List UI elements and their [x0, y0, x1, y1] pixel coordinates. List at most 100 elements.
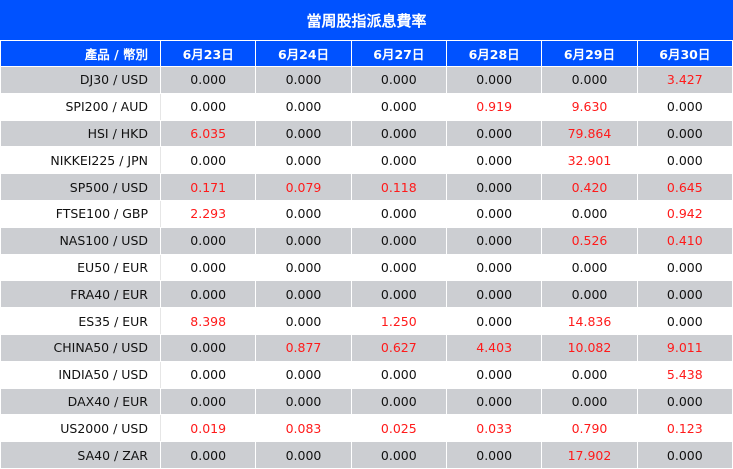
rate-cell: 0.000: [255, 280, 352, 309]
rate-cell: 0.123: [636, 414, 733, 443]
rate-cell: 17.902: [541, 441, 638, 469]
rate-cell: 0.627: [350, 333, 447, 362]
rate-cell: 0.000: [541, 199, 638, 228]
rate-cell: 0.000: [159, 146, 257, 175]
rate-cell: 14.836: [541, 307, 638, 335]
rate-cell: 0.000: [445, 226, 543, 255]
table-row: SP500 / USD 0.171 0.079 0.118 0.000 0.420 0.64…: [0, 173, 733, 201]
column-header-date: 6月30日: [636, 40, 733, 67]
rate-cell: 0.000: [445, 119, 543, 148]
column-header-date: 6月29日: [541, 40, 638, 67]
table-row: CHINA50 / USD 0.000 0.877 0.627 4.403 10.082 9…: [0, 333, 733, 362]
product-cell: NAS100 / USD: [0, 226, 161, 255]
product-cell: INDIA50 / USD: [0, 360, 161, 389]
rate-cell: 0.000: [636, 441, 733, 469]
rate-cell: 0.919: [445, 92, 543, 121]
rate-cell: 0.000: [159, 441, 257, 469]
rate-cell: 0.877: [255, 333, 352, 362]
rate-cell: 0.000: [636, 253, 733, 282]
product-cell: HSI / HKD: [0, 119, 161, 148]
rate-cell: 0.000: [350, 146, 447, 175]
rate-cell: 0.000: [636, 387, 733, 416]
rate-cell: 0.000: [255, 92, 352, 121]
rate-cell: 0.410: [636, 226, 733, 255]
product-cell: DJ30 / USD: [0, 66, 161, 94]
rate-cell: 0.000: [255, 226, 352, 255]
product-cell: FTSE100 / GBP: [0, 199, 161, 228]
page-title: 當周股指派息費率: [0, 0, 733, 40]
rate-cell: 0.420: [541, 173, 638, 201]
rate-cell: 0.000: [350, 280, 447, 309]
table-row: INDIA50 / USD 0.000 0.000 0.000 0.000 0.000 5.…: [0, 360, 733, 389]
rate-cell: 79.864: [541, 119, 638, 148]
rate-cell: 0.000: [445, 66, 543, 94]
rate-cell: 0.000: [350, 226, 447, 255]
rate-cell: 0.000: [636, 146, 733, 175]
rate-cell: 0.000: [159, 226, 257, 255]
rate-cell: 0.000: [255, 146, 352, 175]
rate-cell: 0.942: [636, 199, 733, 228]
rate-cell: 0.000: [159, 387, 257, 416]
rate-cell: 0.000: [255, 119, 352, 148]
rate-cell: 0.000: [350, 360, 447, 389]
rate-cell: 0.025: [350, 414, 447, 443]
product-cell: ES35 / EUR: [0, 307, 161, 335]
rate-cell: 2.293: [159, 199, 257, 228]
table-row: SA40 / ZAR 0.000 0.000 0.000 0.000 17.902 0.00…: [0, 441, 733, 469]
table-row: NIKKEI225 / JPN 0.000 0.000 0.000 0.000 32.90…: [0, 146, 733, 175]
rate-cell: 0.000: [159, 333, 257, 362]
table-row: DAX40 / EUR 0.000 0.000 0.000 0.000 0.000 0.00…: [0, 387, 733, 416]
rate-cell: 0.000: [541, 387, 638, 416]
rate-cell: 0.000: [159, 92, 257, 121]
rate-cell: 0.000: [636, 119, 733, 148]
table-row: US2000 / USD 0.019 0.083 0.025 0.033 0.790 0.1…: [0, 414, 733, 443]
column-header-date: 6月28日: [445, 40, 543, 67]
rate-cell: 10.082: [541, 333, 638, 362]
rate-cell: 0.000: [445, 307, 543, 335]
table-row: FTSE100 / GBP 2.293 0.000 0.000 0.000 0.000 0.…: [0, 199, 733, 228]
rate-cell: 0.019: [159, 414, 257, 443]
rate-cell: 4.403: [445, 333, 543, 362]
rate-cell: 0.000: [350, 92, 447, 121]
rate-cell: 0.000: [159, 360, 257, 389]
rate-cell: 0.000: [350, 441, 447, 469]
rate-cell: 0.000: [350, 119, 447, 148]
table-header-row: 產品 / 幣別 6月23日 6月24日 6月27日 6月28日 6月29日 6月30日: [0, 40, 733, 67]
product-cell: CHINA50 / USD: [0, 333, 161, 362]
rate-cell: 0.000: [636, 280, 733, 309]
rate-cell: 9.630: [541, 92, 638, 121]
table-row: SPI200 / AUD 0.000 0.000 0.000 0.919 9.630 0.0…: [0, 92, 733, 121]
rate-cell: 0.083: [255, 414, 352, 443]
rate-cell: 8.398: [159, 307, 257, 335]
rate-cell: 0.000: [445, 253, 543, 282]
rate-cell: 0.000: [541, 253, 638, 282]
product-cell: DAX40 / EUR: [0, 387, 161, 416]
product-cell: SPI200 / AUD: [0, 92, 161, 121]
product-cell: SP500 / USD: [0, 173, 161, 201]
dividend-table: 產品 / 幣別 6月23日 6月24日 6月27日 6月28日 6月29日 6月30日 DJ…: [0, 40, 733, 469]
rate-cell: 9.011: [636, 333, 733, 362]
rate-cell: 0.000: [159, 253, 257, 282]
product-cell: US2000 / USD: [0, 414, 161, 443]
column-header-product: 產品 / 幣別: [0, 40, 161, 67]
table-row: HSI / HKD 6.035 0.000 0.000 0.000 79.864 0.000: [0, 119, 733, 148]
rate-cell: 3.427: [636, 66, 733, 94]
rate-cell: 0.000: [541, 280, 638, 309]
rate-cell: 0.000: [159, 66, 257, 94]
rate-cell: 0.000: [445, 360, 543, 389]
product-cell: NIKKEI225 / JPN: [0, 146, 161, 175]
rate-cell: 0.000: [255, 307, 352, 335]
table-row: NAS100 / USD 0.000 0.000 0.000 0.000 0.526 0.4…: [0, 226, 733, 255]
rate-cell: 5.438: [636, 360, 733, 389]
rate-cell: 0.000: [255, 360, 352, 389]
rate-cell: 0.000: [159, 280, 257, 309]
column-header-date: 6月23日: [159, 40, 257, 67]
rate-cell: 0.000: [445, 441, 543, 469]
rate-cell: 0.079: [255, 173, 352, 201]
rate-cell: 0.645: [636, 173, 733, 201]
column-header-date: 6月24日: [255, 40, 352, 67]
rate-cell: 0.000: [350, 253, 447, 282]
product-cell: EU50 / EUR: [0, 253, 161, 282]
rate-cell: 0.000: [255, 441, 352, 469]
rate-cell: 0.033: [445, 414, 543, 443]
